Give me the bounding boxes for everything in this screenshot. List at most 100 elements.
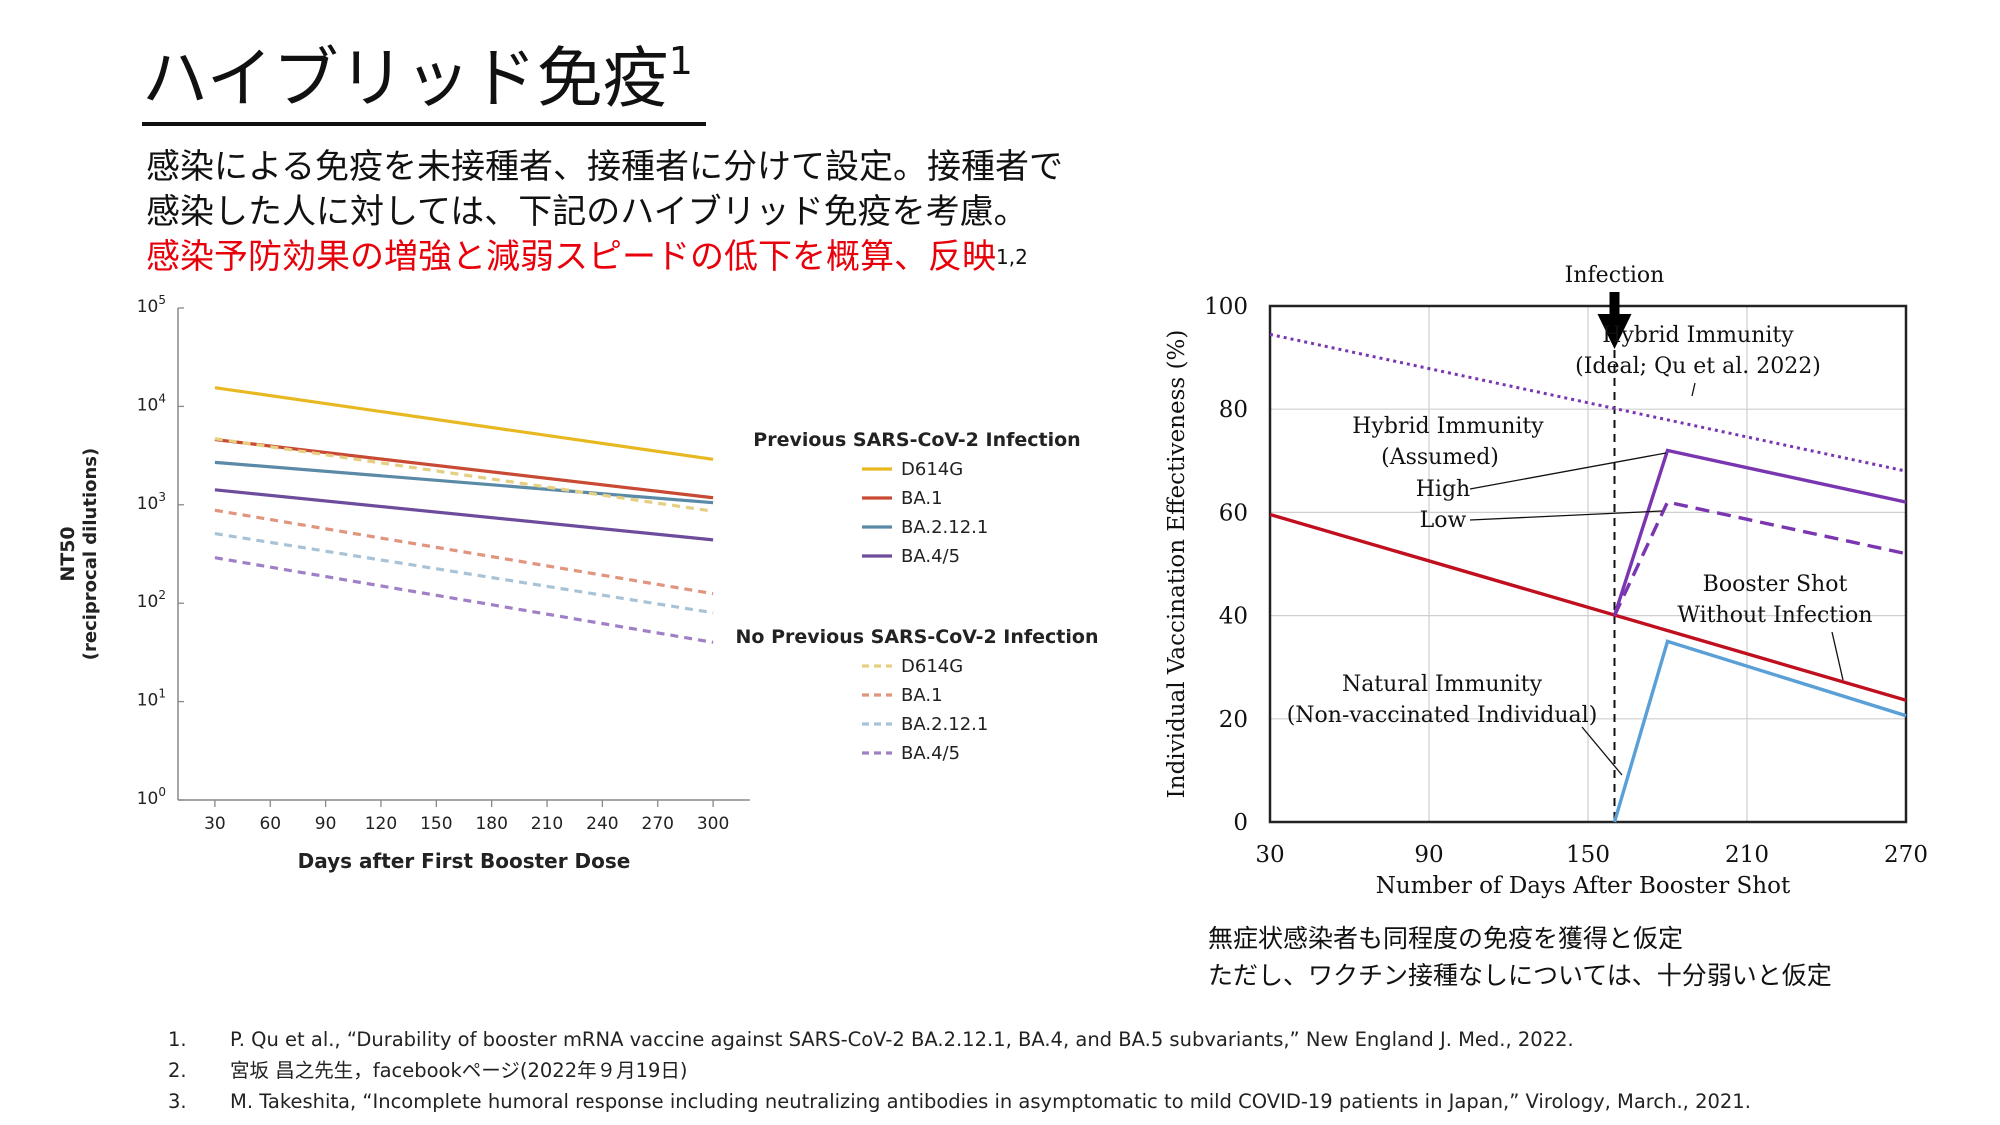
leader-high xyxy=(1469,452,1667,490)
leader-hybrid-ideal xyxy=(1691,382,1696,397)
annot-hybrid-ideal-1: Hybrid Immunity xyxy=(1602,323,1794,348)
right-grid xyxy=(1269,305,1907,823)
right-y-axis-title: Individual Vaccination Effectiveness (%) xyxy=(1164,330,1190,799)
intro-line-3-red: 感染予防効果の増強と減弱スピードの低下を概算、反映 xyxy=(146,237,996,277)
left-series-line xyxy=(214,386,714,461)
left-x-tick-label: 60 xyxy=(259,814,281,834)
reference-text: M. Takeshita, “Incomplete humoral respon… xyxy=(230,1090,1751,1113)
reference-text: 宮坂 昌之先生，facebookページ(2022年９月19日) xyxy=(230,1059,688,1082)
annot-hybrid-assumed-2: (Assumed) xyxy=(1381,445,1499,470)
right-y-tick-label: 0 xyxy=(1233,810,1248,836)
left-legend-title: Previous SARS-CoV-2 Infection xyxy=(753,429,1080,451)
left-legend-label: BA.4/5 xyxy=(901,743,960,764)
reference-text: P. Qu et al., “Durability of booster mRN… xyxy=(230,1028,1574,1051)
leader-natural xyxy=(1581,726,1623,776)
left-series-line xyxy=(214,460,714,505)
annot-natural-2: (Non-vaccinated Individual) xyxy=(1287,703,1598,728)
left-series-lines xyxy=(214,386,714,644)
left-y-tick-label: 101 xyxy=(137,687,166,711)
slide-title-text: ハイブリッド免疫 xyxy=(142,40,669,117)
annot-booster-2: Without Infection xyxy=(1677,603,1872,628)
left-legend-label: D614G xyxy=(901,459,963,480)
left-x-tick-label: 90 xyxy=(315,814,337,834)
slide-title: ハイブリッド免疫1 xyxy=(142,42,693,112)
left-axes xyxy=(177,308,750,801)
left-x-tick-label: 240 xyxy=(586,814,618,834)
infection-arrow-shaft xyxy=(1609,292,1620,316)
left-series-line xyxy=(214,508,714,596)
right-x-tick-label: 30 xyxy=(1255,842,1284,868)
left-x-tick-label: 300 xyxy=(697,814,729,834)
right-y-ticks: 0 20 40 60 80 100 xyxy=(1204,294,1248,836)
left-y-tick-label: 105 xyxy=(137,293,166,317)
left-series-line xyxy=(214,488,714,542)
left-series-line xyxy=(214,437,714,500)
right-annotations: Hybrid Immunity (Ideal; Qu et al. 2022) … xyxy=(1287,323,1873,776)
left-x-tick-label: 270 xyxy=(642,814,674,834)
infection-label: Infection xyxy=(1565,263,1665,288)
intro-line-1: 感染による免疫を未接種者、接種者に分けて設定。接種者で xyxy=(146,147,1063,187)
right-x-axis-title: Number of Days After Booster Shot xyxy=(1376,873,1791,899)
reference-number: 2. xyxy=(168,1059,187,1082)
reference-number: 3. xyxy=(168,1090,187,1113)
left-x-ticks: 30 60 90 120 150 180 210 240 270 300 xyxy=(204,800,729,834)
intro-line-2: 感染した人に対しては、下記のハイブリッド免疫を考慮。 xyxy=(146,192,1028,232)
note-line-2: ただし、ワクチン接種なしについては、十分弱いと仮定 xyxy=(1208,961,1832,990)
left-y-tick-label: 104 xyxy=(137,391,166,415)
infection-marker: Infection xyxy=(1565,263,1665,822)
left-y-tick-label: 102 xyxy=(137,588,166,612)
right-x-tick-label: 210 xyxy=(1725,842,1769,868)
annot-hybrid-assumed-1: Hybrid Immunity xyxy=(1352,414,1544,439)
assumption-note: 無症状感染者も同程度の免疫を獲得と仮定 ただし、ワクチン接種なしについては、十分… xyxy=(1208,920,1832,994)
left-series-line xyxy=(214,556,714,644)
right-y-tick-label: 80 xyxy=(1219,397,1248,423)
right-y-tick-label: 60 xyxy=(1219,500,1248,526)
right-y-tick-label: 20 xyxy=(1219,707,1248,733)
reference-number: 1. xyxy=(168,1028,187,1051)
infection-arrow-head xyxy=(1597,314,1632,349)
left-y-tick-label: 100 xyxy=(137,785,166,809)
right-series-hybrid-low xyxy=(1612,500,1907,617)
left-legend-label: BA.1 xyxy=(901,685,943,706)
annot-booster-1: Booster Shot xyxy=(1703,572,1848,597)
left-x-axis-title: Days after First Booster Dose xyxy=(298,849,631,873)
left-x-tick-label: 180 xyxy=(475,814,507,834)
right-series-hybrid-high xyxy=(1612,448,1907,617)
right-y-tick-label: 40 xyxy=(1219,604,1248,630)
left-x-tick-label: 150 xyxy=(420,814,452,834)
note-line-1: 無症状感染者も同程度の免疫を獲得と仮定 xyxy=(1208,924,1684,953)
reference-item: 2. 宮坂 昌之先生，facebookページ(2022年９月19日) xyxy=(168,1055,1751,1086)
intro-line-3-footnote: 1,2 xyxy=(996,245,1028,269)
left-legend-label: BA.2.12.1 xyxy=(901,517,988,538)
leader-booster xyxy=(1831,631,1844,681)
reference-item: 1. P. Qu et al., “Durability of booster m… xyxy=(168,1024,1751,1055)
left-y-tick-label: 103 xyxy=(137,490,166,514)
annot-low: Low xyxy=(1420,508,1467,533)
right-y-tick-label: 100 xyxy=(1204,294,1248,320)
left-y-axis-title: NT50 (reciprocal dilutions) xyxy=(57,448,101,660)
right-x-tick-label: 150 xyxy=(1566,842,1610,868)
annot-natural-1: Natural Immunity xyxy=(1342,672,1543,697)
left-legend: Previous SARS-CoV-2 Infection D614G BA.1 BA… xyxy=(736,429,1099,764)
left-legend-label: BA.2.12.1 xyxy=(901,714,988,735)
left-legend-label: BA.1 xyxy=(901,488,943,509)
title-underline xyxy=(142,122,706,126)
left-x-tick-label: 30 xyxy=(204,814,226,834)
right-x-tick-label: 270 xyxy=(1884,842,1928,868)
intro-text: 感染による免疫を未接種者、接種者に分けて設定。接種者で 感染した人に対しては、下… xyxy=(146,145,1063,280)
references: 1. P. Qu et al., “Durability of booster m… xyxy=(168,1024,1751,1117)
intro-line-3: 感染予防効果の増強と減弱スピードの低下を概算、反映1,2 xyxy=(146,235,1063,280)
left-series-line xyxy=(214,531,714,615)
annot-high: High xyxy=(1416,477,1470,502)
annot-hybrid-ideal-2: (Ideal; Qu et al. 2022) xyxy=(1575,354,1821,379)
right-series-natural xyxy=(1269,512,1907,702)
left-legend-label: BA.4/5 xyxy=(901,546,960,567)
right-plot-frame xyxy=(1268,304,1908,824)
right-series-lines xyxy=(1269,332,1907,823)
right-x-ticks: 30 90 150 210 270 xyxy=(1255,842,1928,868)
leader-low xyxy=(1469,510,1663,521)
slide-title-footnote: 1 xyxy=(668,39,693,83)
left-legend-title: No Previous SARS-CoV-2 Infection xyxy=(736,626,1099,648)
